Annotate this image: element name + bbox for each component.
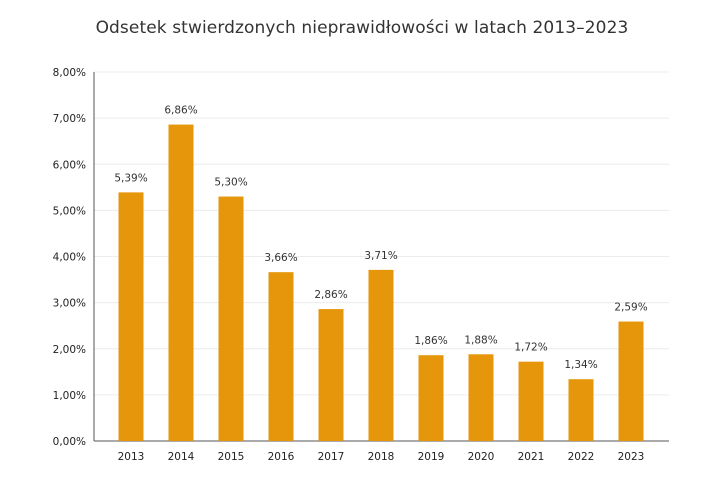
x-tick-label: 2013 xyxy=(118,451,145,463)
x-tick-label: 2014 xyxy=(168,451,195,463)
bar xyxy=(568,379,594,441)
x-tick-label: 2019 xyxy=(418,451,445,463)
x-tick-label: 2020 xyxy=(468,451,495,463)
x-tick-label: 2015 xyxy=(218,451,245,463)
chart-title: Odsetek stwierdzonych nieprawidłowości w… xyxy=(95,18,629,38)
bar xyxy=(118,192,144,441)
bar xyxy=(618,321,644,441)
y-tick-label: 1,00% xyxy=(53,390,86,402)
x-tick-label: 2017 xyxy=(318,451,345,463)
bar xyxy=(518,361,544,441)
data-label: 2,86% xyxy=(314,289,347,301)
data-label: 3,71% xyxy=(364,250,397,262)
x-tick-label: 2016 xyxy=(268,451,295,463)
data-label: 5,30% xyxy=(214,177,247,189)
bar xyxy=(318,309,344,441)
data-label: 1,88% xyxy=(464,334,497,346)
bar xyxy=(368,269,394,441)
y-tick-label: 4,00% xyxy=(53,252,86,264)
data-label: 2,59% xyxy=(614,302,647,314)
y-tick-label: 2,00% xyxy=(53,344,86,356)
y-tick-label: 3,00% xyxy=(53,298,86,310)
x-tick-label: 2018 xyxy=(368,451,395,463)
bar xyxy=(268,272,294,441)
x-tick-label: 2022 xyxy=(568,451,595,463)
bar xyxy=(168,124,194,442)
y-tick-label: 0,00% xyxy=(53,436,86,448)
y-tick-label: 5,00% xyxy=(53,205,86,217)
data-label: 3,66% xyxy=(264,252,297,264)
data-label: 1,86% xyxy=(414,335,447,347)
data-label: 5,39% xyxy=(114,172,147,184)
bar xyxy=(418,355,444,441)
y-tick-label: 7,00% xyxy=(53,113,86,125)
data-label: 6,86% xyxy=(164,105,197,117)
x-tick-label: 2023 xyxy=(618,451,645,463)
y-tick-label: 8,00% xyxy=(53,67,86,79)
bar xyxy=(218,196,244,441)
data-label: 1,72% xyxy=(514,342,547,354)
data-label: 1,34% xyxy=(564,359,597,371)
bar xyxy=(468,354,494,441)
y-tick-label: 6,00% xyxy=(53,159,86,171)
x-tick-label: 2021 xyxy=(518,451,545,463)
